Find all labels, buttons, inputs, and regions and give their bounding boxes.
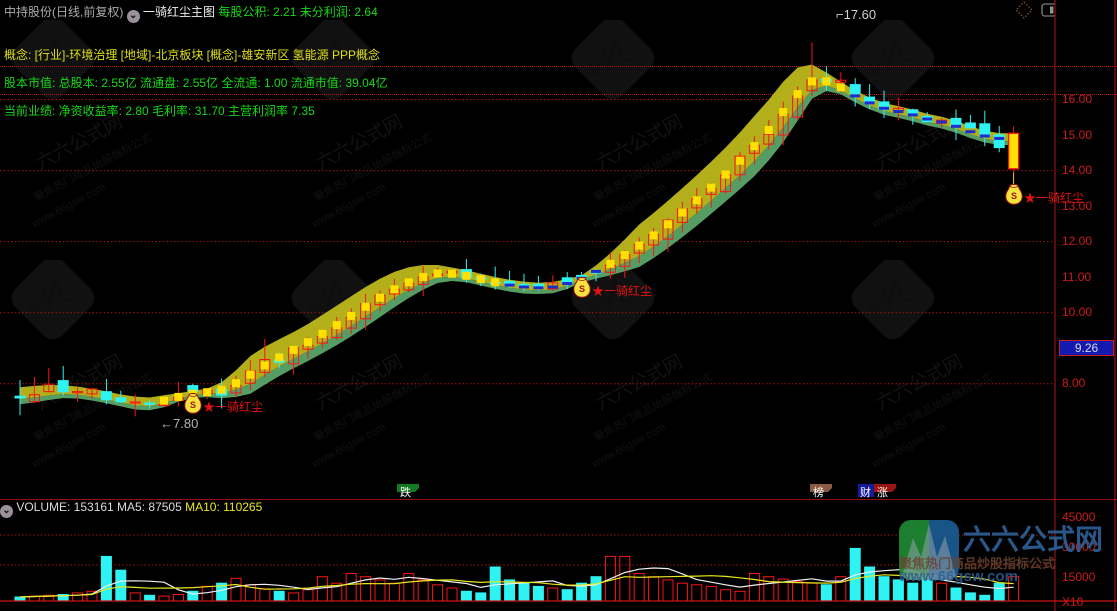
svg-text:涨: 涨 [877, 486, 888, 499]
svg-text:★一骑红尘: ★一骑红尘 [1024, 190, 1084, 205]
svg-text:⌐17.60: ⌐17.60 [836, 7, 876, 22]
svg-text:←7.80: ←7.80 [160, 416, 198, 431]
svg-text:榜: 榜 [813, 485, 824, 499]
svg-text:财: 财 [860, 485, 871, 499]
svg-text:★一骑红尘: ★一骑红尘 [203, 399, 263, 414]
svg-text:跌: 跌 [400, 485, 411, 499]
svg-text:★一骑红尘: ★一骑红尘 [592, 283, 652, 298]
